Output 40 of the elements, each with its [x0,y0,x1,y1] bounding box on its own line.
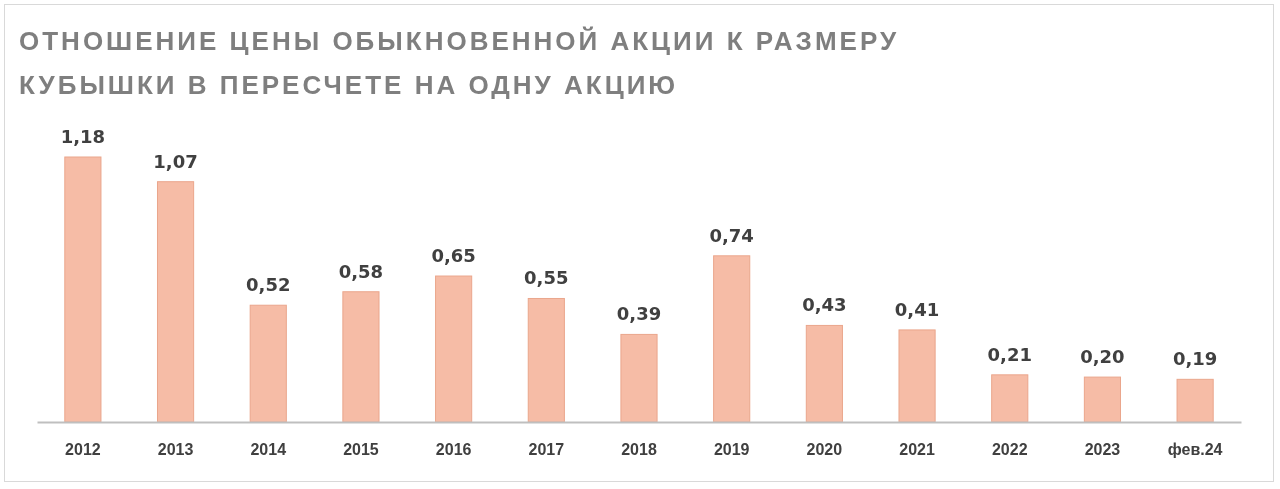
x-tick-label: 2021 [899,441,935,459]
bar [713,255,751,423]
bar [898,329,936,423]
x-tick-label: 2015 [343,441,379,459]
x-tick-label: 2012 [65,441,101,459]
data-label: 0,65 [431,245,476,267]
x-tick-label: 2018 [621,441,657,459]
data-label: 1,07 [153,150,198,172]
data-label: 0,43 [802,294,847,316]
data-label: 0,52 [246,274,291,296]
bar [1176,378,1214,423]
data-label: 0,74 [709,224,754,246]
data-label: 0,39 [616,303,662,325]
data-label: 0,41 [894,298,940,320]
x-tick-label: 2019 [713,441,750,459]
x-tick-label: 2013 [157,441,194,459]
x-tick-label: 2016 [435,441,472,459]
bar [1083,376,1122,423]
data-label: 0,19 [1172,348,1218,370]
bar [620,333,658,423]
data-label: 1,18 [60,126,106,147]
bar [805,324,843,423]
x-tick-label: 2014 [250,441,287,459]
bar [64,156,102,423]
bar [249,304,287,423]
chart-title: ОТНОШЕНИЕ ЦЕНЫ ОБЫКНОВЕННОЙ АКЦИИ К РАЗМЕРУ КУБЫШКИ В ПЕРЕСЧЕТЕ НА ОДНУ АКЦИЮ [19,25,901,102]
bar [342,291,380,423]
bar [435,275,473,423]
data-label: 0,55 [524,267,569,289]
x-tick-label: 2022 [991,441,1028,459]
x-tick-label: 2020 [806,441,843,459]
bar [991,374,1029,423]
bar [527,297,565,423]
data-label: 0,58 [338,260,384,282]
x-tick-label: 2017 [528,441,565,459]
x-tick-label: 2023 [1084,441,1121,459]
data-label: 0,21 [987,343,1032,365]
x-tick-label: фев.24 [1167,441,1223,459]
bar [156,181,195,423]
data-label: 0,20 [1080,346,1125,368]
